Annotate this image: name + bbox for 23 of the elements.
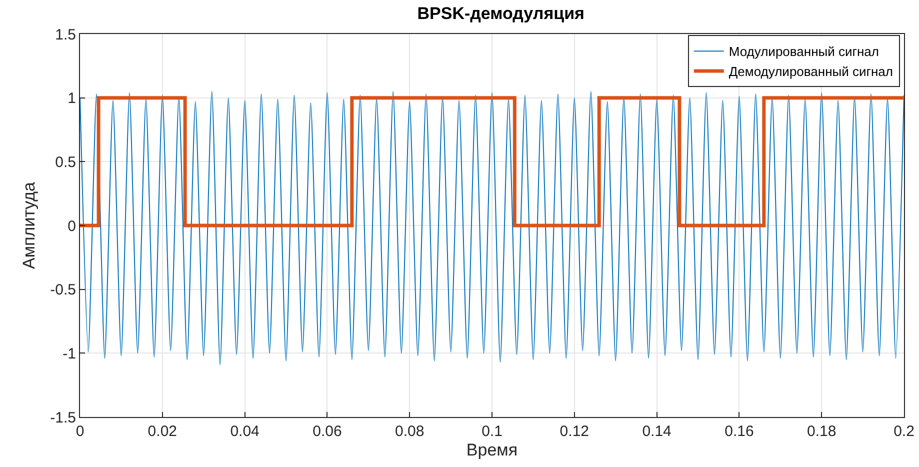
x-tick-label: 0.1 [482,423,502,440]
legend-label: Модулированный сигнал [728,44,879,60]
x-tick-label: 0.04 [230,423,260,440]
x-tick-label: 0.02 [148,423,177,440]
y-tick-label: -0.5 [50,282,76,299]
y-tick-label: 1 [68,90,76,108]
x-tick-label: 0.12 [560,423,589,440]
y-tick-label: -1 [62,345,76,362]
x-tick-label: 0.16 [724,423,754,440]
x-tick-label: 0.2 [894,423,914,440]
chart-title: BPSK-демодуляция [417,4,584,23]
legend-label: Демодулированный сигнал [728,64,893,80]
y-tick-label: 0 [68,218,76,235]
y-axis-title: Амплитуда [20,181,39,269]
x-axis-title: Время [466,440,518,460]
x-tick-label: 0.06 [312,423,342,440]
y-tick-label: -1.5 [50,409,76,426]
x-tick-label: 0.14 [642,423,672,440]
line-series [80,90,904,366]
y-tick-label: 0.5 [55,154,76,171]
x-tick-label: 0.08 [395,423,424,440]
x-tick-label: 0.18 [807,423,836,440]
y-tick-label: 1.5 [55,26,76,44]
